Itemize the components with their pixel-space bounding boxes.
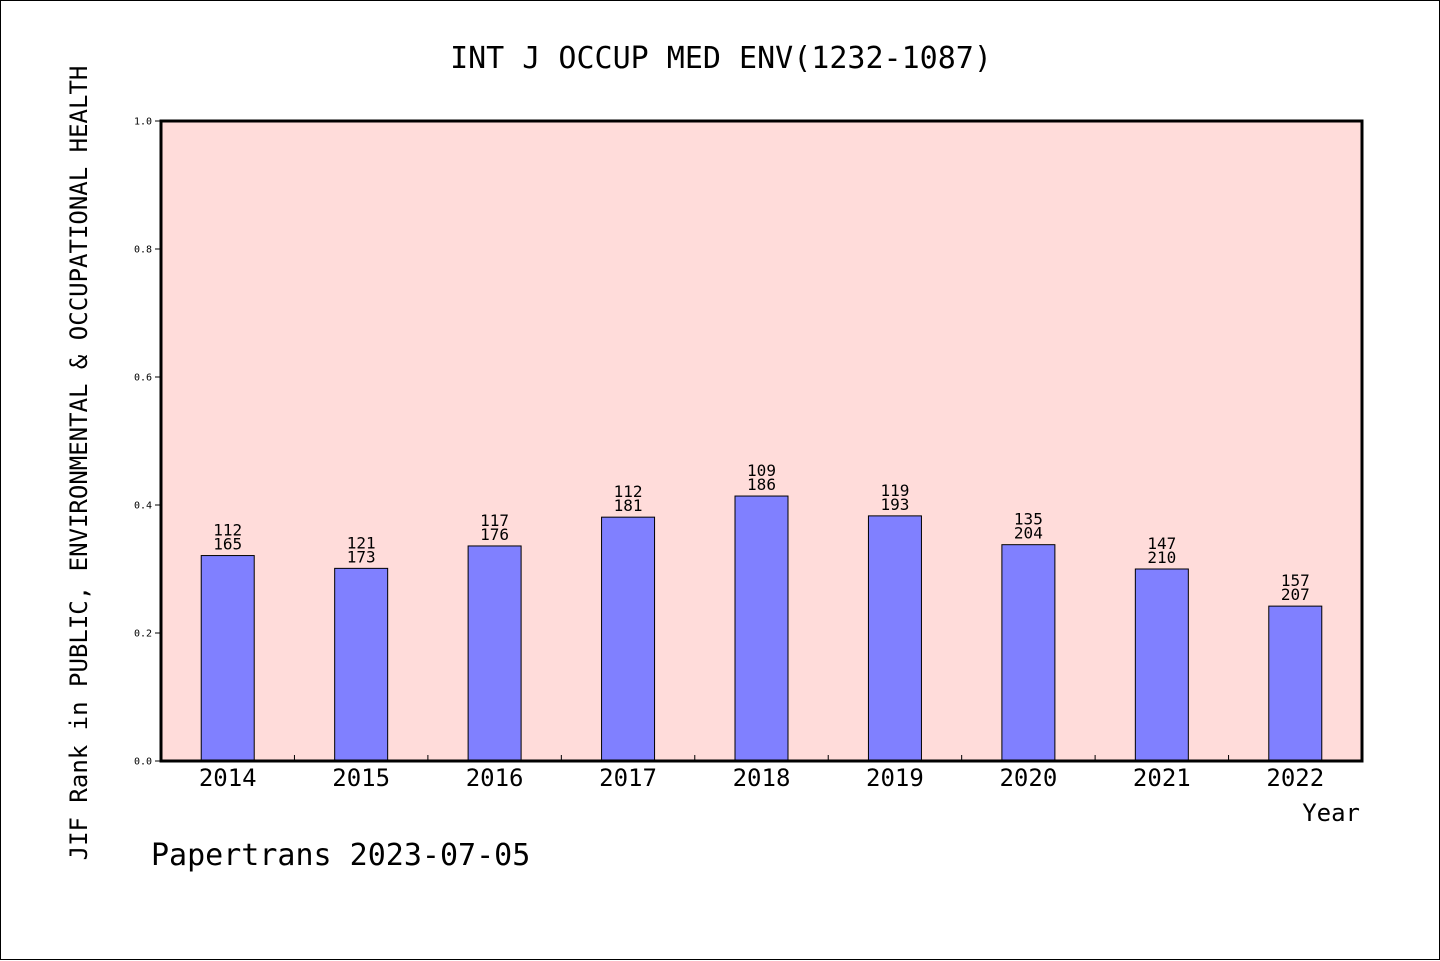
y-tick-label: 0.0 [134, 757, 152, 768]
bar-total-label: 165 [213, 535, 242, 554]
bar-rank-label: 119 [880, 481, 909, 500]
bar [734, 495, 789, 762]
x-tick-label: 2015 [332, 764, 390, 792]
x-tick-label: 2019 [866, 764, 924, 792]
y-axis-label: JIF Rank in PUBLIC, ENVIRONMENTAL & OCCU… [65, 66, 93, 861]
x-tick-label: 2020 [999, 764, 1057, 792]
bar-total-label: 186 [747, 475, 776, 494]
bar-total-label: 204 [1014, 524, 1043, 543]
x-tick-label: 2021 [1133, 764, 1191, 792]
x-tick-label: 2022 [1266, 764, 1324, 792]
bar-total-label: 176 [480, 525, 509, 544]
y-tick-label: 0.4 [134, 501, 152, 512]
y-ticks-group: 0.0 0.2 0.4 0.6 0.8 1.0 [134, 117, 161, 768]
bar-rank-label: 109 [747, 461, 776, 480]
bar-rank-label: 121 [347, 533, 376, 552]
plot-border [159, 119, 1364, 763]
bar-rank-label: 147 [1147, 534, 1176, 553]
bar-rank-label: 112 [614, 482, 643, 501]
bar-rank-label: 157 [1281, 571, 1310, 590]
y-tick-label: 0.2 [134, 629, 152, 640]
bar-total-label: 173 [347, 547, 376, 566]
bar [1001, 544, 1056, 762]
x-tick-label: 2018 [733, 764, 791, 792]
bar [334, 567, 389, 762]
y-tick-label: 1.0 [134, 117, 152, 128]
bar-rank-label: 112 [213, 521, 242, 540]
bar [867, 515, 922, 762]
bar-total-label: 181 [614, 496, 643, 515]
bar-total-label: 193 [880, 495, 909, 514]
y-tick-label: 0.8 [134, 245, 152, 256]
x-tick-label: 2016 [466, 764, 524, 792]
x-tick-label: 2017 [599, 764, 657, 792]
bar [1268, 605, 1323, 762]
x-ticks-group: 2014 2015 2016 2017 2018 2019 2020 2021 2022 [199, 755, 1324, 792]
bar [467, 545, 522, 762]
bar [1134, 568, 1189, 762]
x-tick-label: 2014 [199, 764, 257, 792]
bar-total-label: 207 [1281, 585, 1310, 604]
x-axis-label: Year [1302, 799, 1360, 827]
bar-rank-label: 135 [1014, 510, 1043, 529]
bar-total-label: 210 [1147, 548, 1176, 567]
bar-rank-label: 117 [480, 511, 509, 530]
bar [200, 555, 255, 762]
footer-credit: Papertrans 2023-07-05 [151, 838, 530, 873]
chart-title: INT J OCCUP MED ENV(1232-1087) [450, 41, 992, 76]
bar [601, 516, 656, 762]
y-tick-label: 0.6 [134, 373, 152, 384]
